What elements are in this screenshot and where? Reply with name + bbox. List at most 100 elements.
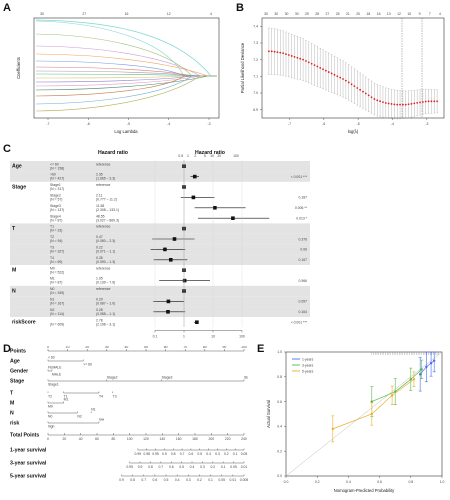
estimate-label: 0.35 (96, 256, 103, 260)
deviance-point (319, 67, 322, 69)
y-tick-label: 7.3 (253, 41, 258, 45)
top-axis-tick-label: 20 (217, 154, 221, 158)
survival-tick-label: 0.7 (158, 465, 163, 469)
level-label: T4 (50, 256, 54, 260)
x-tick-label: -7 (288, 122, 291, 126)
x-tick-label: -6 (322, 122, 325, 126)
total-tick-label: 160 (176, 437, 182, 441)
deviance-point (393, 103, 396, 106)
variable-label: Age (12, 164, 22, 170)
p-value: 0.164 (299, 310, 308, 314)
x-axis-label: Log Lambda (114, 129, 138, 134)
survival-tick-label: 0.9 (162, 452, 167, 456)
coefficient-path (35, 75, 217, 91)
legend-label: 5-years (302, 369, 314, 373)
level-label: N2 (50, 308, 54, 312)
survival-tick-label: 0.3 (200, 465, 205, 469)
survival-tick-label: 0.99 (135, 452, 142, 456)
deviance-point (407, 103, 410, 106)
top-tick-label: 30 (264, 12, 268, 16)
nomogram-row-label: N (10, 411, 14, 417)
scale-label: Stage3 (162, 376, 173, 380)
p-value: 0.376 (299, 237, 308, 241)
deviance-point (313, 64, 316, 67)
x-tick-label: 0.6 (377, 480, 382, 484)
survival-tick-label: 0.1 (221, 465, 226, 469)
plot-frame (261, 17, 445, 119)
survival-tick-label: 0.2 (197, 478, 202, 482)
survival-tick-label: 0.2 (224, 452, 229, 456)
y-axis-label: Actual Survival (266, 400, 271, 428)
deviance-point (336, 75, 339, 78)
survival-tick-label: 0.05 (218, 478, 225, 482)
hr-marker (168, 258, 173, 262)
deviance-point (419, 101, 421, 104)
survival-tick-label: 0.8 (130, 478, 135, 482)
top-tick-label: 12 (397, 12, 401, 16)
x-tick-label: 1.0 (440, 480, 445, 484)
points-tick-label: 80 (203, 346, 207, 349)
y-tick-label: 7.4 (253, 25, 258, 29)
deviance-point (359, 88, 362, 91)
deviance-point (339, 76, 342, 79)
hr-marker (166, 310, 170, 314)
deviance-point (296, 56, 299, 59)
points-tick-label: 20 (85, 346, 89, 349)
scale-label: N0 (48, 415, 52, 419)
hr-marker (166, 299, 171, 304)
deviance-point (270, 50, 273, 53)
top-tick-label: 10 (407, 12, 411, 16)
deviance-point (293, 55, 296, 58)
row-shade (10, 285, 310, 297)
panel-c-letter: C (3, 143, 11, 155)
estimate-label: reference (96, 266, 110, 270)
axis-ticks: 0.0 0.2 0.4 0.6 0.8 1.0 0.0 0.2 0.4 0.6 0.8 1.0 (277, 350, 444, 484)
level-label: N1 (50, 298, 54, 302)
deviance-point (433, 100, 436, 103)
top-tick-label: 29 (305, 12, 309, 16)
n-label: (N = 158) (50, 166, 64, 170)
scale-label: < 60 (48, 356, 55, 360)
nomogram-row-label: Gender (10, 369, 28, 375)
deviance-point (410, 102, 413, 105)
top-tick-label: 30 (285, 12, 289, 16)
deviance-point (282, 52, 285, 55)
deviance-point (267, 50, 270, 53)
coefficient-path (35, 75, 217, 105)
n-label: (N = 427) (50, 177, 64, 181)
y-tick-label: 0.8 (277, 375, 282, 379)
deviance-point (333, 73, 336, 76)
variable-label: Stage (12, 184, 26, 190)
nomogram-row-label: Age (10, 359, 20, 365)
n-label: (N = 609) (50, 322, 64, 326)
points-tick-label: 90 (223, 346, 227, 349)
top-tick-label: 21 (346, 12, 350, 16)
ci-label: (0.087 – 1.0) (96, 302, 115, 306)
total-tick-label: 180 (192, 437, 198, 441)
deviance-point (276, 51, 279, 54)
y-tick-label: 0.6 (277, 400, 282, 404)
top-tick-label: 16 (125, 12, 129, 16)
deviance-point (347, 81, 350, 84)
deviance-point (379, 100, 381, 103)
coefficient-paths (35, 19, 217, 112)
legend: 1-years 3-years 5-years (292, 357, 314, 373)
top-tick-label: 27 (82, 12, 86, 16)
total-tick-label: 40 (79, 437, 83, 441)
level-label: Stage4 (50, 214, 61, 218)
variable-label: riskScore (12, 320, 36, 326)
variable-label: N (12, 288, 16, 294)
total-tick-label: 240 (241, 437, 247, 441)
panel-c-forest-plot: Hazard ratio Hazard ratio Age <= 60(N = 1… (10, 150, 310, 338)
nomogram-row-label: M (10, 401, 14, 407)
top-tick-label: 20 (356, 12, 360, 16)
points-tick-label: 70 (183, 346, 187, 349)
y-ticks: 6.9 7.0 7.1 7.2 7.3 7.4 (253, 25, 262, 112)
deviance-point (399, 103, 401, 106)
panel-b-letter: B (236, 2, 244, 14)
top-tick-label: 12 (167, 12, 171, 16)
deviance-point (310, 62, 313, 65)
deviance-point (285, 53, 287, 55)
axis-tick-label: 1 (183, 334, 185, 338)
